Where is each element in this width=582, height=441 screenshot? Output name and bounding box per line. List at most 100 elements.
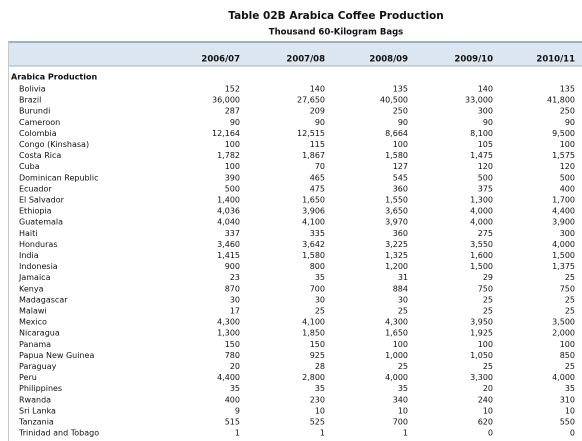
cell-value: 850	[560, 351, 575, 360]
cell-value: 0	[488, 429, 493, 438]
cell-value: 25	[398, 307, 408, 316]
cell-value: 4,400	[217, 373, 240, 382]
cell-value: 41,800	[547, 96, 575, 105]
cell-value: 90	[398, 118, 408, 127]
cell-value: 17	[230, 307, 240, 316]
cell-value: 23	[230, 273, 240, 282]
cell-value: 1,867	[302, 151, 325, 160]
cell-value: 8,664	[385, 129, 408, 138]
row-label: Dominican Republic	[19, 173, 98, 182]
row-label: Panama	[19, 340, 51, 349]
cell-value: 337	[225, 229, 240, 238]
cell-value: 360	[393, 184, 408, 193]
cell-value: 800	[310, 262, 325, 271]
column-header: 2009/10	[454, 55, 493, 65]
cell-value: 35	[315, 384, 325, 393]
cell-value: 100	[393, 340, 408, 349]
cell-value: 100	[560, 140, 575, 149]
cell-value: 35	[565, 384, 575, 393]
row-label: Tanzania	[18, 418, 54, 427]
cell-value: 750	[478, 284, 493, 293]
cell-value: 12,164	[212, 129, 240, 138]
cell-value: 90	[483, 118, 493, 127]
row-label: Paraguay	[19, 362, 57, 371]
column-header: 2010/11	[536, 55, 575, 65]
cell-value: 3,300	[470, 373, 493, 382]
cell-value: 9,500	[552, 129, 575, 138]
cell-value: 1	[403, 429, 408, 438]
cell-value: 250	[393, 107, 408, 116]
cell-value: 1,500	[552, 251, 575, 260]
header-band	[8, 42, 582, 66]
cell-value: 4,040	[217, 218, 240, 227]
cell-value: 3,460	[217, 240, 240, 249]
cell-value: 4,000	[470, 218, 493, 227]
cell-value: 545	[393, 173, 408, 182]
cell-value: 10	[398, 406, 408, 415]
cell-value: 40,500	[380, 96, 408, 105]
cell-value: 3,500	[552, 318, 575, 327]
cell-value: 35	[398, 384, 408, 393]
cell-value: 3,642	[302, 240, 325, 249]
cell-value: 25	[565, 295, 575, 304]
cell-value: 240	[478, 395, 493, 404]
cell-value: 1,050	[470, 351, 493, 360]
row-label: India	[19, 251, 39, 260]
row-label: Cuba	[19, 162, 40, 171]
cell-value: 70	[315, 162, 325, 171]
cell-value: 500	[560, 173, 575, 182]
cell-value: 4,300	[385, 318, 408, 327]
cell-value: 25	[483, 307, 493, 316]
cell-value: 3,550	[470, 240, 493, 249]
cell-value: 1,300	[470, 196, 493, 205]
cell-value: 10	[483, 406, 493, 415]
cell-value: 115	[310, 140, 325, 149]
table-title: Table 02B Arabica Coffee Production	[228, 10, 443, 22]
cell-value: 2,000	[552, 329, 575, 338]
row-label: El Salvador	[19, 196, 65, 205]
cell-value: 90	[230, 118, 240, 127]
cell-value: 3,950	[470, 318, 493, 327]
row-label: Nicaragua	[19, 329, 60, 338]
cell-value: 275	[478, 229, 493, 238]
cell-value: 4,000	[385, 373, 408, 382]
cell-value: 127	[393, 162, 408, 171]
cell-value: 35	[315, 273, 325, 282]
row-label: Haiti	[19, 229, 38, 238]
cell-value: 1,500	[470, 262, 493, 271]
cell-value: 465	[310, 173, 325, 182]
cell-value: 340	[393, 395, 408, 404]
cell-value: 150	[310, 340, 325, 349]
cell-value: 500	[225, 184, 240, 193]
cell-value: 4,100	[302, 318, 325, 327]
cell-value: 1,550	[385, 196, 408, 205]
cell-value: 884	[393, 284, 408, 293]
cell-value: 25	[483, 295, 493, 304]
cell-value: 9	[235, 406, 240, 415]
cell-value: 20	[230, 362, 240, 371]
cell-value: 1,325	[385, 251, 408, 260]
row-label: Jamaica	[18, 273, 51, 282]
row-label: Costa Rica	[19, 151, 61, 160]
cell-value: 25	[315, 307, 325, 316]
cell-value: 3,900	[552, 218, 575, 227]
cell-value: 500	[478, 173, 493, 182]
cell-value: 400	[225, 395, 240, 404]
cell-value: 287	[225, 107, 240, 116]
cell-value: 25	[483, 362, 493, 371]
cell-value: 140	[310, 85, 325, 94]
cell-value: 1,580	[385, 151, 408, 160]
row-label: Brazil	[19, 96, 41, 105]
cell-value: 27,650	[297, 96, 325, 105]
cell-value: 100	[478, 340, 493, 349]
cell-value: 900	[225, 262, 240, 271]
cell-value: 152	[225, 85, 240, 94]
cell-value: 135	[560, 85, 575, 94]
cell-value: 3,650	[385, 207, 408, 216]
cell-value: 1,782	[217, 151, 240, 160]
row-label: Congo (Kinshasa)	[19, 140, 89, 149]
row-label: Indonesia	[19, 262, 58, 271]
cell-value: 475	[310, 184, 325, 193]
cell-value: 100	[225, 162, 240, 171]
cell-value: 1,300	[217, 329, 240, 338]
